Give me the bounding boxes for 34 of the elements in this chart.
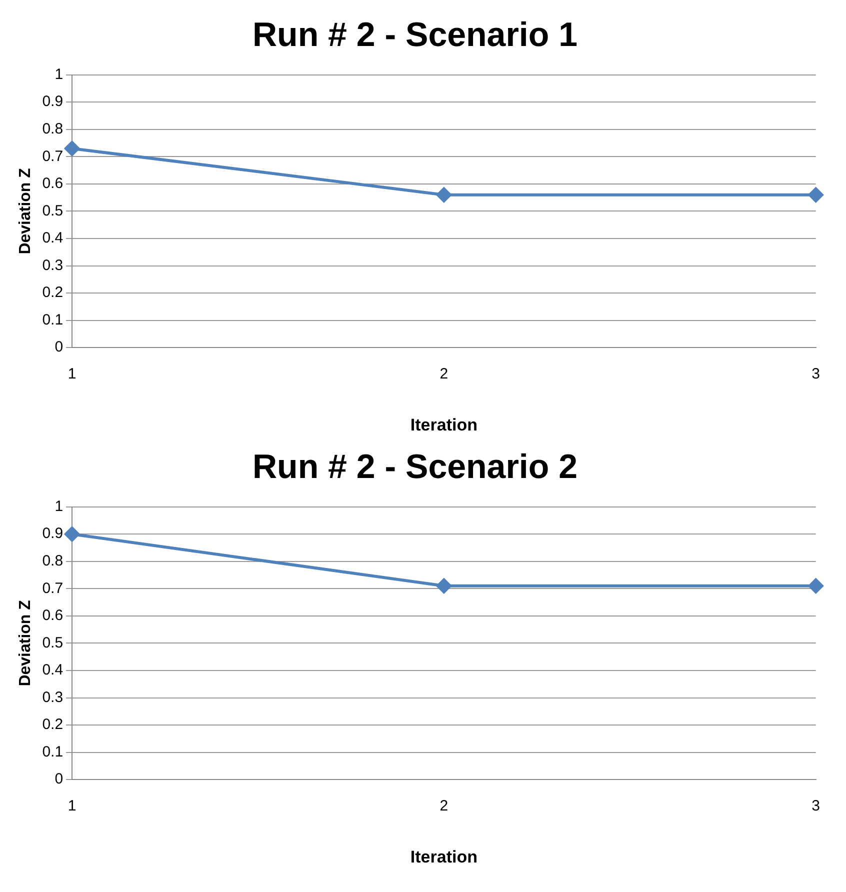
x-tick-label: 3 <box>812 798 820 815</box>
y-tick-label: 0.1 <box>42 311 64 328</box>
y-tick-label: 0.2 <box>42 284 64 302</box>
y-tick-label: 0.8 <box>42 120 64 138</box>
y-tick-label: 1 <box>54 498 64 515</box>
y-tick-label: 0.9 <box>42 93 64 110</box>
x-tick-label: 1 <box>68 366 76 383</box>
y-tick-label: 0.4 <box>42 662 64 679</box>
y-tick-label: 0 <box>54 338 64 356</box>
x-tick-label: 1 <box>68 798 76 815</box>
y-axis-title: Deviation Z <box>17 600 34 686</box>
x-tick-label: 3 <box>812 366 820 383</box>
y-tick-label: 0.8 <box>42 552 64 570</box>
y-tick-label: 0 <box>54 770 64 788</box>
y-tick-label: 0.4 <box>42 230 64 247</box>
y-tick-label: 0.5 <box>42 634 64 652</box>
y-tick-label: 0.3 <box>42 688 64 706</box>
y-tick-label: 0.2 <box>42 716 64 734</box>
y-tick-label: 0.7 <box>42 148 64 165</box>
y-tick-label: 0.9 <box>42 525 64 542</box>
y-tick-label: 0.7 <box>42 580 64 597</box>
chart-title: Run # 2 - Scenario 1 <box>252 16 578 54</box>
x-tick-label: 2 <box>440 798 448 815</box>
y-tick-label: 0.5 <box>42 202 64 220</box>
x-axis-title: Iteration <box>410 847 478 866</box>
chart-title: Run # 2 - Scenario 2 <box>252 448 578 486</box>
y-axis-title: Deviation Z <box>17 168 34 254</box>
y-tick-label: 0.6 <box>42 607 64 624</box>
x-axis-title: Iteration <box>410 415 478 434</box>
y-tick-label: 0.3 <box>42 256 64 274</box>
y-tick-label: 1 <box>54 66 64 83</box>
y-tick-label: 0.6 <box>42 175 64 192</box>
x-tick-label: 2 <box>440 366 448 383</box>
y-tick-label: 0.1 <box>42 743 64 760</box>
